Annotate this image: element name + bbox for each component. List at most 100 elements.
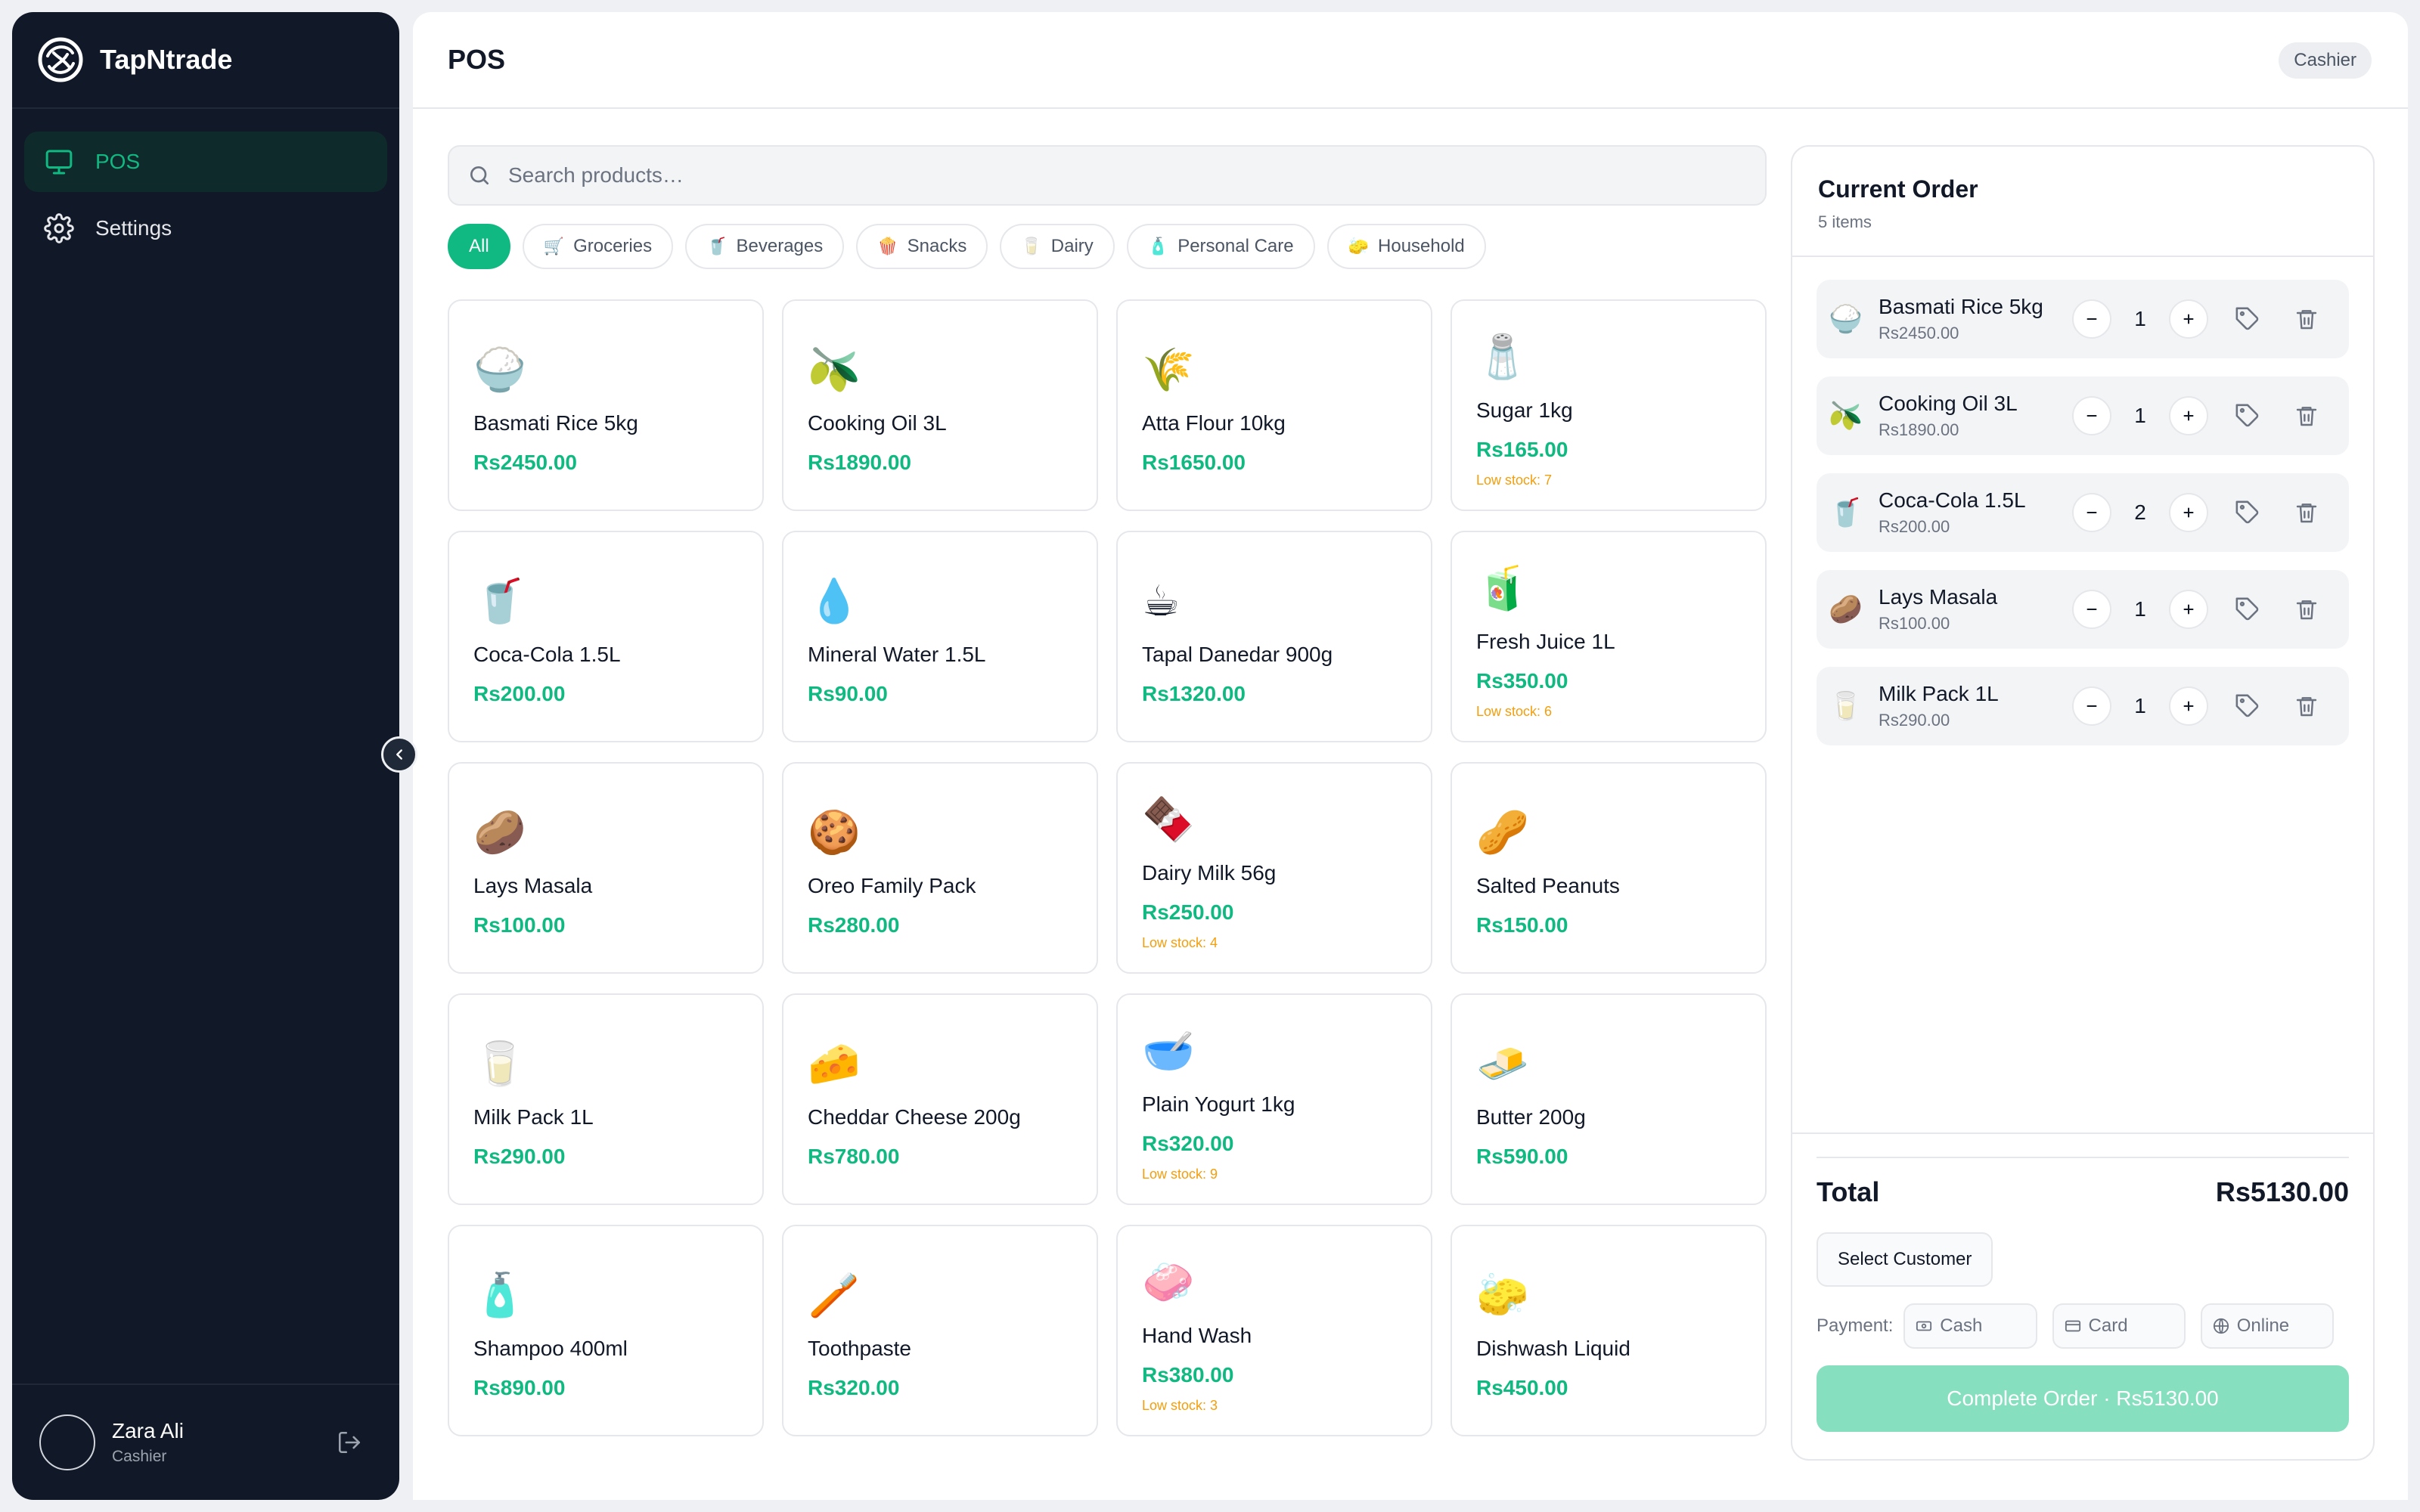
total-value: Rs5130.00 [2215,1176,2349,1207]
increase-quantity-button[interactable] [2169,493,2208,532]
trash-icon[interactable] [2290,399,2323,432]
category-chip-groceries[interactable]: 🛒 Groceries [522,224,674,269]
user-profile: Zara Ali Cashier [12,1383,399,1500]
collapse-sidebar-button[interactable] [381,736,417,773]
trash-icon[interactable] [2290,593,2323,626]
order-footer: Total Rs5130.00 Select Customer Payment:… [1792,1132,2373,1459]
product-card[interactable]: 🧂 Sugar 1kg Rs165.00 Low stock: 7 [1450,299,1767,511]
product-card[interactable]: 🧽 Dishwash Liquid Rs450.00 [1450,1225,1767,1436]
decrease-quantity-button[interactable] [2072,396,2111,435]
product-name: Butter 200g [1476,1105,1586,1129]
avatar[interactable] [39,1414,95,1470]
product-card[interactable]: 🍫 Dairy Milk 56g Rs250.00 Low stock: 4 [1116,762,1432,974]
category-chip-beverages[interactable]: 🥤 Beverages [685,224,845,269]
increase-quantity-button[interactable] [2169,686,2208,726]
product-name: Mineral Water 1.5L [808,643,986,666]
order-item-price: Rs100.00 [1879,614,1950,633]
decrease-quantity-button[interactable] [2072,493,2111,532]
chevron-left-icon [391,746,408,763]
payment-card-button[interactable]: Card [2052,1303,2186,1349]
trash-icon[interactable] [2290,689,2323,723]
product-card[interactable]: 🌾 Atta Flour 10kg Rs1650.00 [1116,299,1432,511]
product-card[interactable]: 🫒 Cooking Oil 3L Rs1890.00 [782,299,1098,511]
product-card[interactable]: ☕ Tapal Danedar 900g Rs1320.00 [1116,531,1432,742]
discount-tag-icon[interactable] [2231,593,2264,626]
product-info: Fresh Juice 1L Rs350.00 Low stock: 6 [1476,630,1741,723]
trash-icon[interactable] [2290,302,2323,336]
product-card[interactable]: 🥔 Lays Masala Rs100.00 [448,762,764,974]
decrease-quantity-button[interactable] [2072,299,2111,339]
category-chip-personal-care[interactable]: 🧴 Personal Care [1126,224,1315,269]
order-line-item: 🥛 Milk Pack 1L Rs290.00 1 [1817,667,2349,745]
category-icon: 🥛 [1021,237,1042,256]
product-icon: 🍫 [1142,795,1195,844]
category-chip-household[interactable]: 🧽 Household [1326,224,1486,269]
product-name: Hand Wash [1142,1324,1252,1347]
payment-online-label: Online [2236,1315,2290,1336]
order-item-info: Milk Pack 1L Rs290.00 [1879,682,2068,730]
low-stock-label: Low stock: 7 [1476,472,1553,488]
product-card[interactable]: 💧 Mineral Water 1.5L Rs90.00 [782,531,1098,742]
product-info: Atta Flour 10kg Rs1650.00 [1142,411,1407,491]
increase-quantity-button[interactable] [2169,590,2208,629]
increase-quantity-button[interactable] [2169,299,2208,339]
logout-icon[interactable] [334,1427,365,1458]
low-stock-label: Low stock: 4 [1142,935,1218,950]
product-card[interactable]: 🧀 Cheddar Cheese 200g Rs780.00 [782,993,1098,1205]
category-icon: 🛒 [543,237,565,256]
product-icon: 🧼 [1142,1258,1195,1307]
product-card[interactable]: 🧃 Fresh Juice 1L Rs350.00 Low stock: 6 [1450,531,1767,742]
complete-order-button[interactable]: Complete Order · Rs5130.00 [1817,1365,2349,1432]
sidebar-item-label: POS [95,150,141,173]
category-icon: 🍿 [877,237,898,256]
sidebar-item-settings[interactable]: Settings [24,198,387,259]
product-icon: 🧀 [808,1040,861,1089]
payment-online-button[interactable]: Online [2200,1303,2335,1349]
product-card[interactable]: 🥛 Milk Pack 1L Rs290.00 [448,993,764,1205]
product-name: Lays Masala [473,874,593,897]
product-card[interactable]: 🍚 Basmati Rice 5kg Rs2450.00 [448,299,764,511]
minus-icon [2083,601,2100,618]
product-card[interactable]: 🧴 Shampoo 400ml Rs890.00 [448,1225,764,1436]
category-label: Groceries [573,236,653,256]
product-price: Rs320.00 [1142,1132,1234,1155]
search-input[interactable] [508,163,1718,187]
product-card[interactable]: 🪥 Toothpaste Rs320.00 [782,1225,1098,1436]
role-badge: Cashier [2279,42,2372,79]
product-card[interactable]: 🥤 Coca-Cola 1.5L Rs200.00 [448,531,764,742]
category-icon: 🥤 [706,237,728,256]
order-line-item: 🥤 Coca-Cola 1.5L Rs200.00 2 [1817,473,2349,552]
order-item-info: Cooking Oil 3L Rs1890.00 [1879,392,2068,440]
discount-tag-icon[interactable] [2231,399,2264,432]
product-icon: 🥛 [473,1040,526,1089]
decrease-quantity-button[interactable] [2072,590,2111,629]
product-icon: 💧 [808,577,861,626]
product-info: Toothpaste Rs320.00 [808,1337,1072,1417]
decrease-quantity-button[interactable] [2072,686,2111,726]
search-bar [448,145,1767,206]
product-icon: 🧈 [1476,1040,1529,1089]
product-price: Rs780.00 [808,1145,900,1168]
product-icon: 🪥 [808,1271,861,1320]
product-card[interactable]: 🧼 Hand Wash Rs380.00 Low stock: 3 [1116,1225,1432,1436]
discount-tag-icon[interactable] [2231,689,2264,723]
product-card[interactable]: 🍪 Oreo Family Pack Rs280.00 [782,762,1098,974]
discount-tag-icon[interactable] [2231,496,2264,529]
increase-quantity-button[interactable] [2169,396,2208,435]
discount-tag-icon[interactable] [2231,302,2264,336]
order-item-name: Basmati Rice 5kg [1879,295,2043,318]
page-title: POS [448,44,506,75]
category-chip-all[interactable]: All [448,224,510,269]
product-price: Rs1890.00 [808,451,912,474]
trash-icon[interactable] [2290,496,2323,529]
order-panel: Current Order 5 items 🍚 Basmati Rice 5kg R… [1791,145,2375,1461]
sidebar-item-pos[interactable]: POS [24,132,387,192]
product-card[interactable]: 🥣 Plain Yogurt 1kg Rs320.00 Low stock: 9 [1116,993,1432,1205]
payment-cash-button[interactable]: Cash [1903,1303,2037,1349]
category-chip-dairy[interactable]: 🥛 Dairy [1000,224,1115,269]
brand[interactable]: TapNtrade [12,12,399,109]
product-card[interactable]: 🥜 Salted Peanuts Rs150.00 [1450,762,1767,974]
product-card[interactable]: 🧈 Butter 200g Rs590.00 [1450,993,1767,1205]
select-customer-button[interactable]: Select Customer [1817,1232,1993,1287]
category-chip-snacks[interactable]: 🍿 Snacks [856,224,988,269]
